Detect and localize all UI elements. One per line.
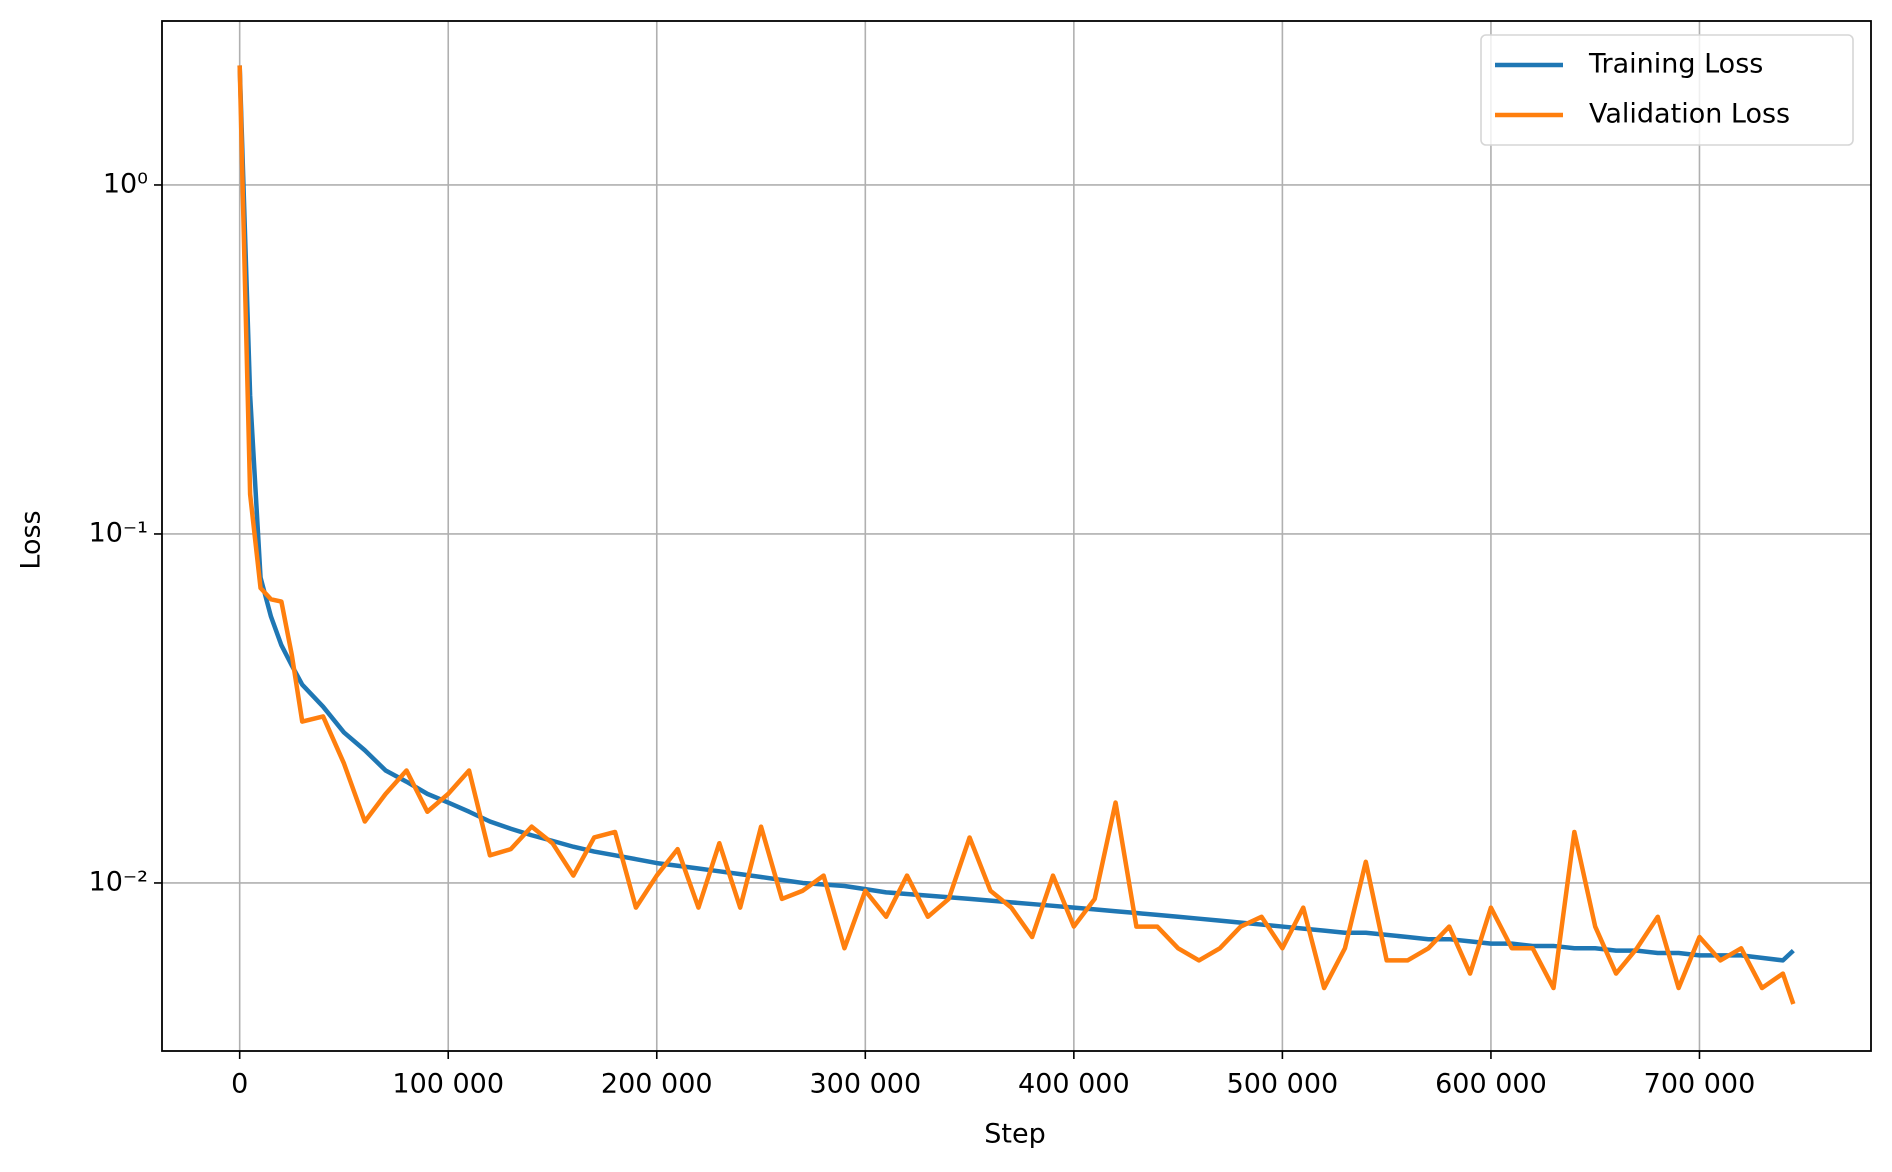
y-tick-label: 10⁰	[103, 168, 148, 199]
y-tick-label: 10⁻²	[89, 866, 148, 897]
legend-label: Validation Loss	[1589, 99, 1790, 130]
series-line	[237, 65, 1796, 1005]
y-tick-label: 10⁻¹	[89, 517, 148, 548]
x-tick-label: 200 000	[601, 1069, 713, 1100]
x-tick-label: 0	[231, 1069, 248, 1100]
series-line	[237, 65, 1795, 963]
y-axis-label: Loss	[16, 510, 47, 569]
x-tick-label: 300 000	[809, 1069, 921, 1100]
x-tick-label: 500 000	[1227, 1069, 1339, 1100]
legend-box	[1480, 34, 1854, 146]
x-axis-label: Step	[984, 1119, 1045, 1150]
x-tick-label: 600 000	[1435, 1069, 1547, 1100]
plot-frame	[161, 20, 1872, 1052]
legend-label: Training Loss	[1588, 49, 1763, 80]
x-tick-label: 400 000	[1018, 1069, 1130, 1100]
x-tick-label: 700 000	[1644, 1069, 1756, 1100]
x-tick-label: 100 000	[392, 1069, 504, 1100]
